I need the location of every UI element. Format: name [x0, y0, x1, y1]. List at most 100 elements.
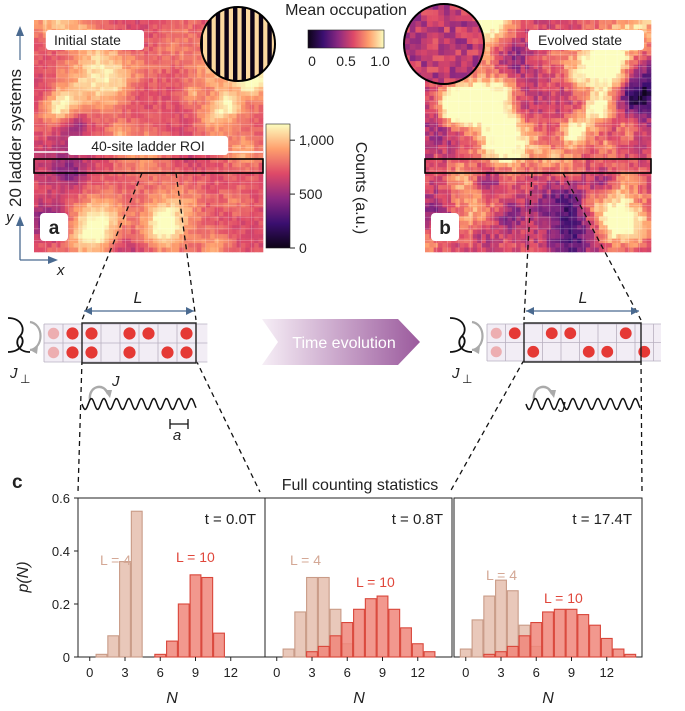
bar-L4 — [294, 611, 307, 658]
j-hopping-right — [525, 385, 641, 411]
bar-L4 — [282, 648, 295, 658]
y-tick-label: 0.2 — [52, 597, 70, 612]
time-evolution-arrow — [262, 319, 420, 365]
atom — [47, 327, 60, 340]
inset-b-border — [403, 3, 485, 85]
bar-L10 — [518, 635, 531, 658]
colorbar-counts-ticks: 0 500 1,000 — [290, 132, 334, 256]
x-tick-label: 12 — [224, 665, 238, 680]
bar-L4 — [95, 653, 108, 658]
x-tick-label: 6 — [157, 665, 164, 680]
colorbar-occupation-tick: 0 — [308, 53, 316, 69]
colorbar-occupation-ticks: 0 0.5 1.0 — [308, 53, 390, 69]
chart-title: Full counting statistics — [282, 477, 439, 494]
x-axis-label: N — [166, 690, 178, 707]
colorbar-counts-label: Counts (a.u.) — [352, 142, 369, 234]
colorbar-counts-tick: 500 — [299, 186, 323, 202]
series-label-L4: L = 4 — [486, 567, 517, 583]
inset-initial-occupation — [201, 7, 275, 81]
bar-L10 — [213, 632, 225, 658]
atom — [161, 346, 174, 359]
x-tick-label: 9 — [568, 665, 575, 680]
bar-L10 — [506, 645, 519, 658]
series-label-L4: L = 4 — [290, 552, 321, 568]
atom — [85, 346, 98, 359]
atom — [638, 345, 651, 358]
bar-L10 — [542, 611, 554, 658]
atom — [47, 346, 60, 359]
atom — [123, 346, 136, 359]
panel-a-label-bg — [40, 213, 68, 241]
colorbar-occupation-label: Mean occupation — [285, 2, 407, 19]
bar-L10 — [376, 595, 389, 658]
time-evolution-label: Time evolution — [292, 335, 395, 352]
x-axis-label: N — [542, 690, 554, 707]
time-label: t = 0.0T — [205, 511, 256, 528]
panel-b-label: b — [439, 218, 451, 239]
bar-L10 — [495, 651, 507, 658]
panel-b-label-bg — [431, 213, 459, 241]
x-tick-label: 9 — [192, 665, 199, 680]
panel-a-title-bg — [46, 30, 144, 50]
atom — [66, 327, 79, 340]
bar-L10 — [388, 608, 401, 658]
axes-arrows — [16, 26, 58, 264]
chart-ylabel: p(N) — [15, 561, 32, 593]
atom — [545, 327, 558, 340]
x-tick-label: 0 — [86, 665, 93, 680]
atom — [123, 327, 136, 340]
atom — [490, 327, 502, 339]
colorbar-occupation-tick: 0.5 — [336, 53, 356, 69]
x-tick-label: 3 — [497, 665, 504, 680]
a-label: a — [173, 427, 181, 444]
bar-L10 — [600, 637, 613, 658]
bar-L10 — [577, 614, 590, 658]
panel-a-roi-box — [33, 158, 264, 174]
x-tick-label: 12 — [411, 665, 425, 680]
bar-L4 — [317, 576, 330, 658]
atom — [490, 346, 502, 358]
bar-L4 — [130, 510, 143, 658]
jperp-wells-right — [449, 317, 484, 354]
bar-L4 — [119, 561, 131, 658]
bar-L4 — [306, 576, 318, 658]
bar-L10 — [364, 598, 377, 658]
j-hopping-left — [81, 385, 197, 411]
j-label-right: J — [557, 399, 566, 416]
atom — [66, 346, 79, 359]
x-tick-label: 9 — [379, 665, 386, 680]
series-label-L10: L = 10 — [176, 549, 215, 565]
bar-L10 — [589, 624, 601, 658]
bar-L10 — [483, 653, 496, 658]
jperp-wells-left — [7, 317, 42, 354]
atom — [601, 345, 614, 358]
bar-L10 — [177, 603, 190, 658]
bar-L10 — [317, 645, 330, 658]
x-tick-label: 6 — [344, 665, 351, 680]
roi-label-bg — [68, 136, 228, 155]
bar-L10 — [189, 574, 202, 658]
L-label-right: L — [579, 290, 588, 307]
panel-b-title-bg — [528, 30, 644, 50]
L-label-left: L — [134, 290, 143, 307]
lattice-spacing — [169, 419, 189, 429]
series-label-L10: L = 10 — [356, 574, 395, 590]
x-tick-label: 3 — [121, 665, 128, 680]
colorbar-occupation — [307, 29, 385, 49]
y-tick-label: 0.4 — [52, 544, 70, 559]
jperp-sub-left: ⊥ — [20, 372, 30, 386]
panel-b-roi-box — [424, 158, 652, 174]
histograms: 0 3 6 9 12 Nt = 0.0T L = 4 L = 10 0 3 6 9 12 Nt = 0.8… — [52, 491, 643, 707]
atom — [619, 327, 632, 340]
colorbar-occupation-tick: 1.0 — [370, 53, 390, 69]
y-tick-label: 0 — [63, 650, 70, 665]
atom — [180, 346, 193, 359]
x-tick-label: 3 — [308, 665, 315, 680]
bar-L10 — [612, 648, 625, 658]
zoom-lines — [77, 172, 643, 493]
series-label-L4: L = 4 — [100, 552, 131, 568]
bar-L10 — [530, 621, 543, 658]
series-label-L10: L = 10 — [544, 590, 583, 606]
j-label-left: J — [111, 373, 120, 390]
panel-a-label: a — [49, 218, 60, 239]
